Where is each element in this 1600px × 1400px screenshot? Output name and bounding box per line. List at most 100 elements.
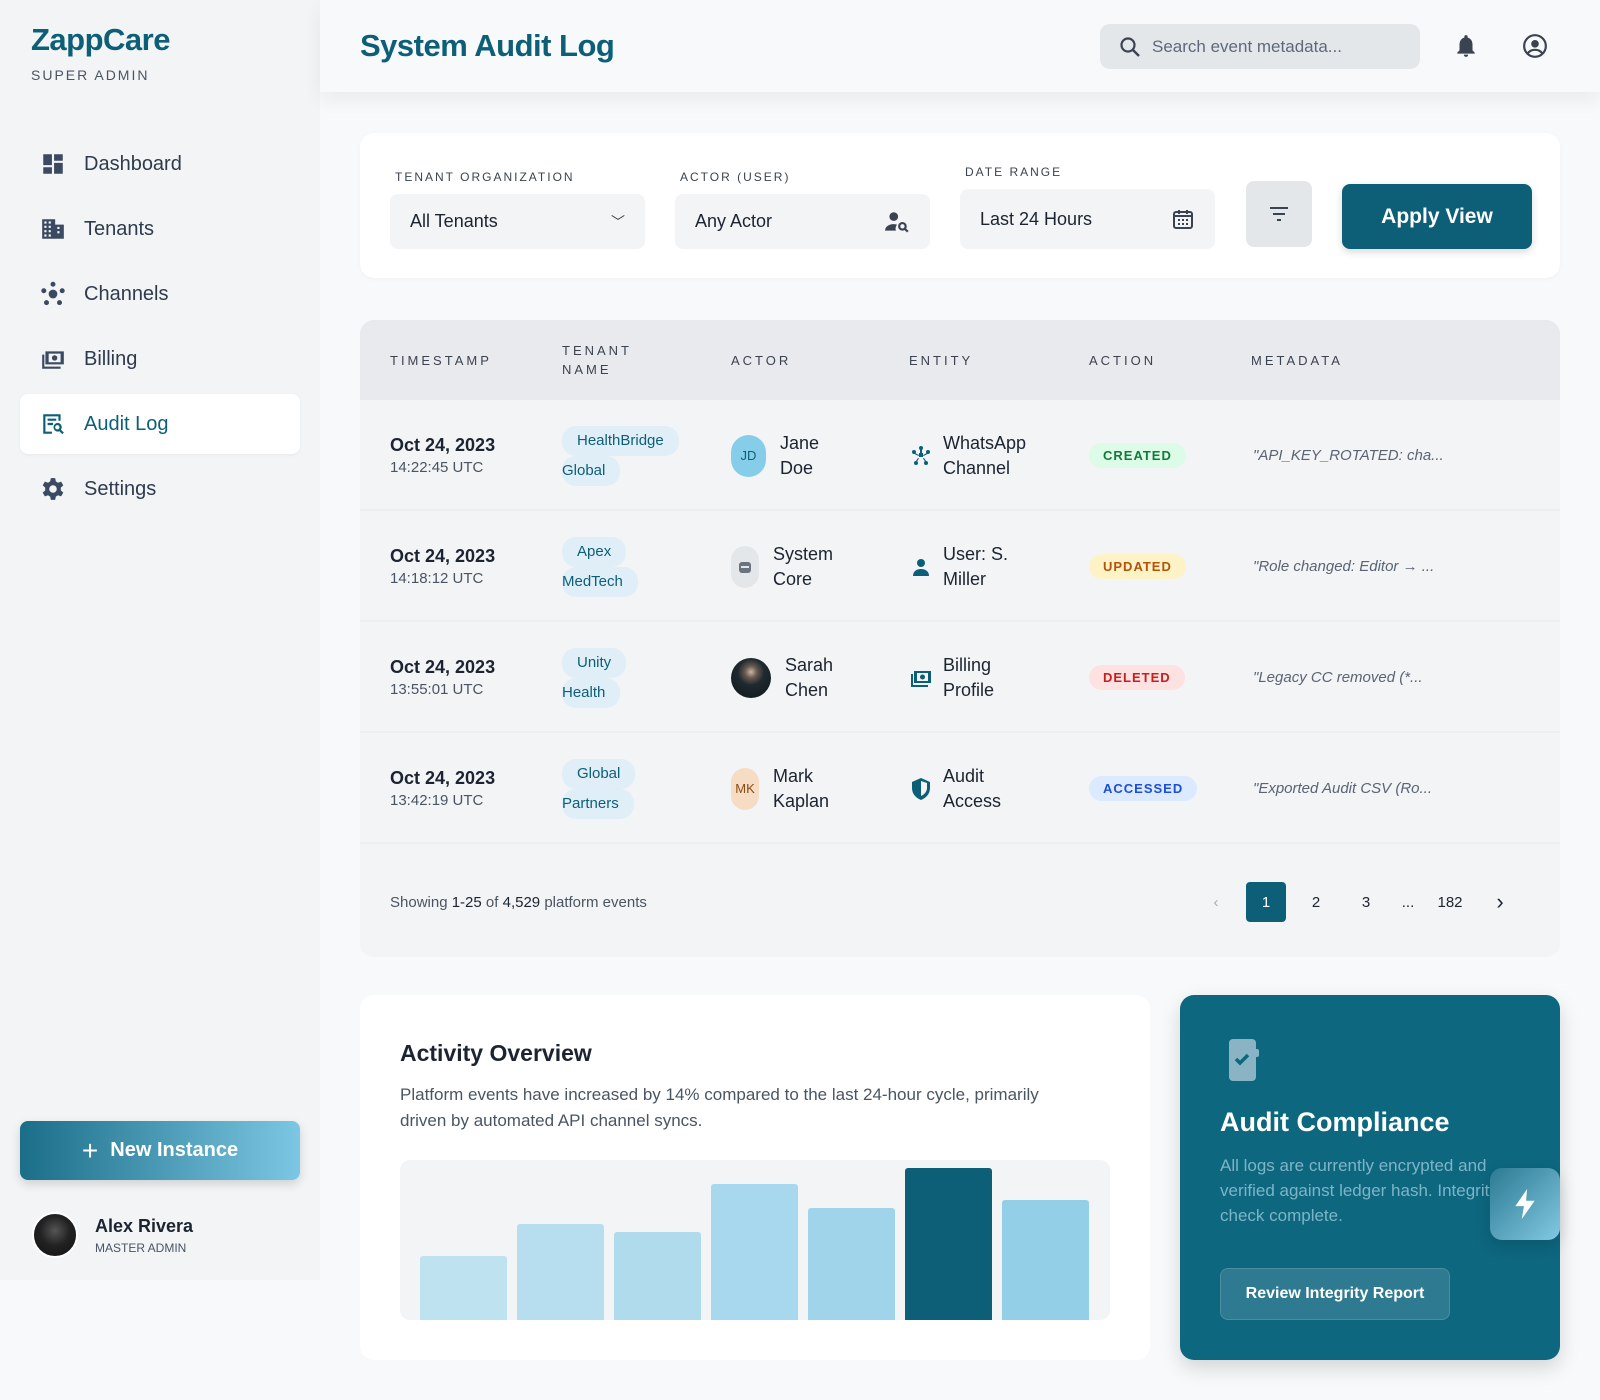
person-search-icon [885,211,909,233]
activity-overview-card: Activity Overview Platform events have i… [360,995,1150,1360]
verified-document-icon [1229,1039,1259,1081]
page-2-button[interactable]: 2 [1311,893,1321,911]
new-instance-button[interactable]: + New Instance [20,1121,300,1180]
action-badge: CREATED [1089,443,1186,468]
page-3-button[interactable]: 3 [1361,893,1371,911]
hub-icon [912,445,930,465]
entity-name: Billing Profile [943,654,995,700]
chart-bar [711,1184,798,1320]
chart-bar [614,1232,701,1320]
actor-select[interactable]: Any Actor [675,194,930,249]
table-row[interactable]: Oct 24, 2023 13:55:01 UTC Unity Health Sar… [360,622,1560,733]
sidebar-item-label: Tenants [84,217,155,240]
actor-filter-label: ACTOR (USER) [680,170,791,184]
user-profile[interactable]: Alex Rivera MASTER ADMIN [32,1212,193,1258]
results-count: Showing 1-25 of 4,529 platform events [390,893,647,911]
quick-action-button[interactable] [1490,1168,1560,1240]
user-name: Alex Rivera [95,1215,194,1236]
metadata-text[interactable]: "Legacy CC removed (*... [1253,669,1423,686]
chart-bar [1002,1200,1089,1320]
tenant-filter-label: TENANT ORGANIZATION [395,170,575,184]
avatar [731,657,771,698]
tenant-chip: Global Partners [562,758,636,819]
pagination: ‹ 1 2 3 ... 182 › [1196,882,1520,922]
person-icon [913,558,929,576]
search-input[interactable] [1152,36,1412,57]
chart-bar [517,1224,604,1320]
sidebar-nav: Dashboard Tenants Channels Billing Audit… [20,134,300,524]
actor-name: Mark Kaplan [773,765,830,811]
new-instance-label: New Instance [110,1139,239,1161]
sidebar-item-dashboard[interactable]: Dashboard [20,134,300,194]
review-integrity-report-button[interactable]: Review Integrity Report [1220,1268,1450,1320]
avatar: JD [731,434,766,477]
chart-bar [905,1168,992,1320]
column-header: TIMESTAMP [390,352,492,368]
chart-bar [420,1256,507,1320]
tenant-select[interactable]: All Tenants ﹀ [390,194,645,249]
brand-subtitle: SUPER ADMIN [31,67,150,83]
sidebar-item-tenants[interactable]: Tenants [20,199,300,259]
audit-icon [43,414,64,435]
brand-logo: ZappCare [31,22,170,57]
tenant-chip: Unity Health [562,647,627,708]
entity-name: WhatsApp Channel [943,432,1027,478]
date-filter-label: DATE RANGE [965,165,1063,179]
filter-options-button[interactable] [1246,181,1312,247]
avatar [32,1212,78,1258]
sidebar-item-settings[interactable]: Settings [20,459,300,519]
prev-page-button[interactable]: ‹ [1213,893,1219,911]
sidebar-item-channels[interactable]: Channels [20,264,300,324]
table-footer: Showing 1-25 of 4,529 platform events ‹ … [360,847,1560,957]
entity-name: Audit Access [943,765,1002,811]
sidebar-item-audit-log[interactable]: Audit Log [20,394,300,454]
date-range-value: Last 24 Hours [980,208,1093,229]
metadata-text[interactable]: "Role changed: Editor → ... [1253,558,1435,575]
header: System Audit Log [320,0,1600,92]
actor-select-value: Any Actor [695,211,773,231]
column-header: METADATA [1251,352,1343,368]
action-badge: UPDATED [1089,554,1186,579]
audit-table: TIMESTAMP TENANT NAME ACTOR ENTITY ACTIO… [360,320,1560,957]
actor-name: Jane Doe [780,432,820,478]
activity-title: Activity Overview [400,1040,592,1066]
sidebar: ZappCare SUPER ADMIN Dashboard Tenants C… [0,0,320,1280]
shield-icon [912,777,930,800]
page-1-button[interactable]: 1 [1246,882,1286,922]
date-range-select[interactable]: Last 24 Hours [960,189,1215,249]
compliance-title: Audit Compliance [1220,1107,1450,1137]
sidebar-item-label: Channels [84,282,169,305]
search-box [1100,24,1420,69]
search-icon [1120,36,1140,57]
event-date: Oct 24, 2023 [390,435,496,455]
table-row[interactable]: Oct 24, 2023 13:42:19 UTC Global Partners … [360,733,1560,844]
table-row[interactable]: Oct 24, 2023 14:18:12 UTC Apex MedTech Sys… [360,511,1560,622]
hub-icon [41,281,65,306]
event-time: 13:55:01 UTC [390,681,484,698]
account-icon[interactable] [1522,33,1548,59]
event-time: 14:22:45 UTC [390,459,484,476]
filter-bar: TENANT ORGANIZATION All Tenants ﹀ ACTOR (… [360,133,1560,278]
filter-icon [1270,207,1288,221]
table-header: TIMESTAMP TENANT NAME ACTOR ENTITY ACTIO… [360,320,1560,400]
action-badge: ACCESSED [1089,776,1198,801]
pagination-ellipsis: ... [1401,893,1415,911]
chevron-down-icon: ﹀ [611,213,625,230]
column-header: ACTION [1089,352,1157,368]
actor-name: Sarah Chen [785,654,834,700]
metadata-text[interactable]: "API_KEY_ROTATED: cha... [1253,447,1444,464]
sidebar-item-label: Billing [84,347,138,370]
page-182-button[interactable]: 182 [1437,893,1463,911]
bell-icon[interactable] [1453,33,1479,59]
event-date: Oct 24, 2023 [390,657,496,677]
table-row[interactable]: Oct 24, 2023 14:22:45 UTC HealthBridge Glo… [360,400,1560,511]
sidebar-item-billing[interactable]: Billing [20,329,300,389]
apply-view-button[interactable]: Apply View [1342,184,1532,249]
next-page-button[interactable]: › [1496,889,1504,914]
sidebar-item-label: Audit Log [84,412,169,435]
audit-compliance-card: Audit Compliance All logs are currently … [1180,995,1560,1360]
metadata-text[interactable]: "Exported Audit CSV (Ro... [1253,780,1433,797]
tenant-chip: Apex MedTech [562,536,638,597]
payments-icon [42,351,64,369]
user-role: MASTER ADMIN [95,1240,187,1255]
